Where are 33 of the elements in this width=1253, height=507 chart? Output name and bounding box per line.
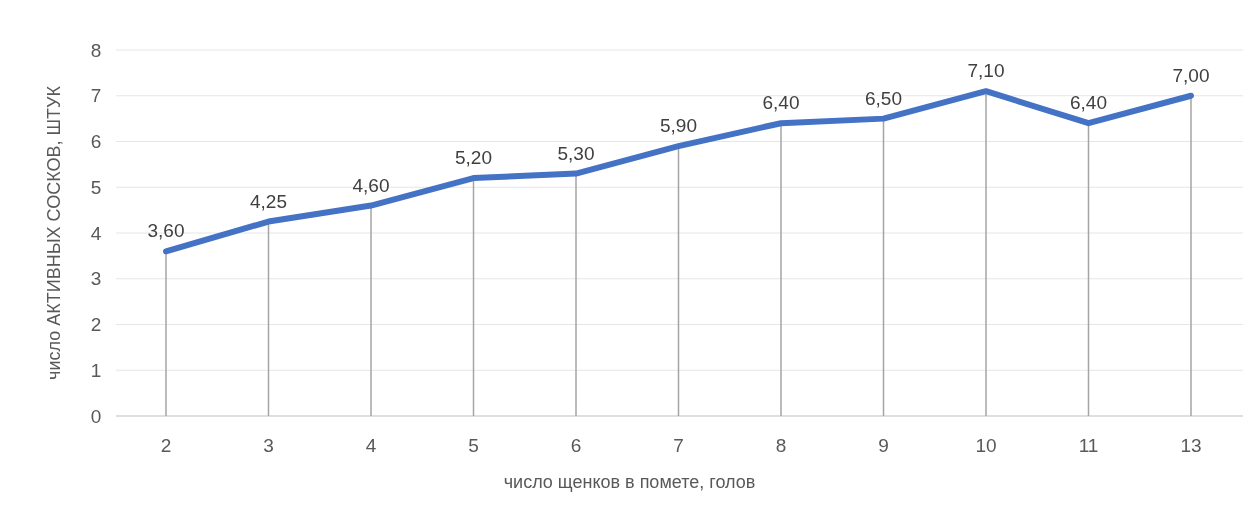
x-tick-label: 4 — [365, 435, 377, 456]
y-tick-label: 3 — [90, 268, 102, 290]
y-tick-label: 7 — [90, 85, 102, 107]
data-label: 7,10 — [967, 60, 1005, 82]
data-label: 3,60 — [147, 220, 185, 242]
y-tick-label: 8 — [90, 39, 102, 61]
y-tick-label: 4 — [90, 222, 102, 244]
x-tick-label: 2 — [160, 435, 172, 456]
x-tick-label: 10 — [975, 435, 997, 456]
y-tick-label: 5 — [90, 176, 102, 198]
x-tick-label: 5 — [468, 435, 479, 456]
x-tick-label: 3 — [263, 435, 274, 456]
x-tick-label: 13 — [1180, 435, 1202, 456]
data-label: 6,40 — [1070, 92, 1107, 114]
data-label: 4,60 — [352, 174, 390, 196]
y-axis-title: число АКТИВНЫХ СОСКОВ, ШТУК — [44, 85, 64, 380]
y-tick-label: 2 — [90, 314, 102, 336]
x-tick-label: 8 — [775, 435, 787, 456]
y-tick-label: 0 — [90, 405, 102, 427]
x-tick-label: 6 — [570, 435, 582, 456]
data-label: 7,00 — [1172, 64, 1210, 86]
data-label: 5,30 — [557, 142, 595, 164]
y-tick-label: 1 — [90, 359, 102, 381]
x-axis-title: число щенков в помете, голов — [503, 472, 756, 492]
data-label: 5,90 — [660, 115, 697, 137]
y-tick-label: 6 — [90, 131, 102, 153]
data-label: 4,25 — [250, 190, 287, 212]
x-tick-label: 9 — [878, 435, 889, 456]
data-label: 6,50 — [865, 87, 902, 109]
x-tick-label: 7 — [673, 435, 684, 456]
x-tick-label: 11 — [1078, 435, 1099, 456]
data-label: 6,40 — [762, 92, 800, 114]
data-label: 5,20 — [455, 147, 492, 169]
